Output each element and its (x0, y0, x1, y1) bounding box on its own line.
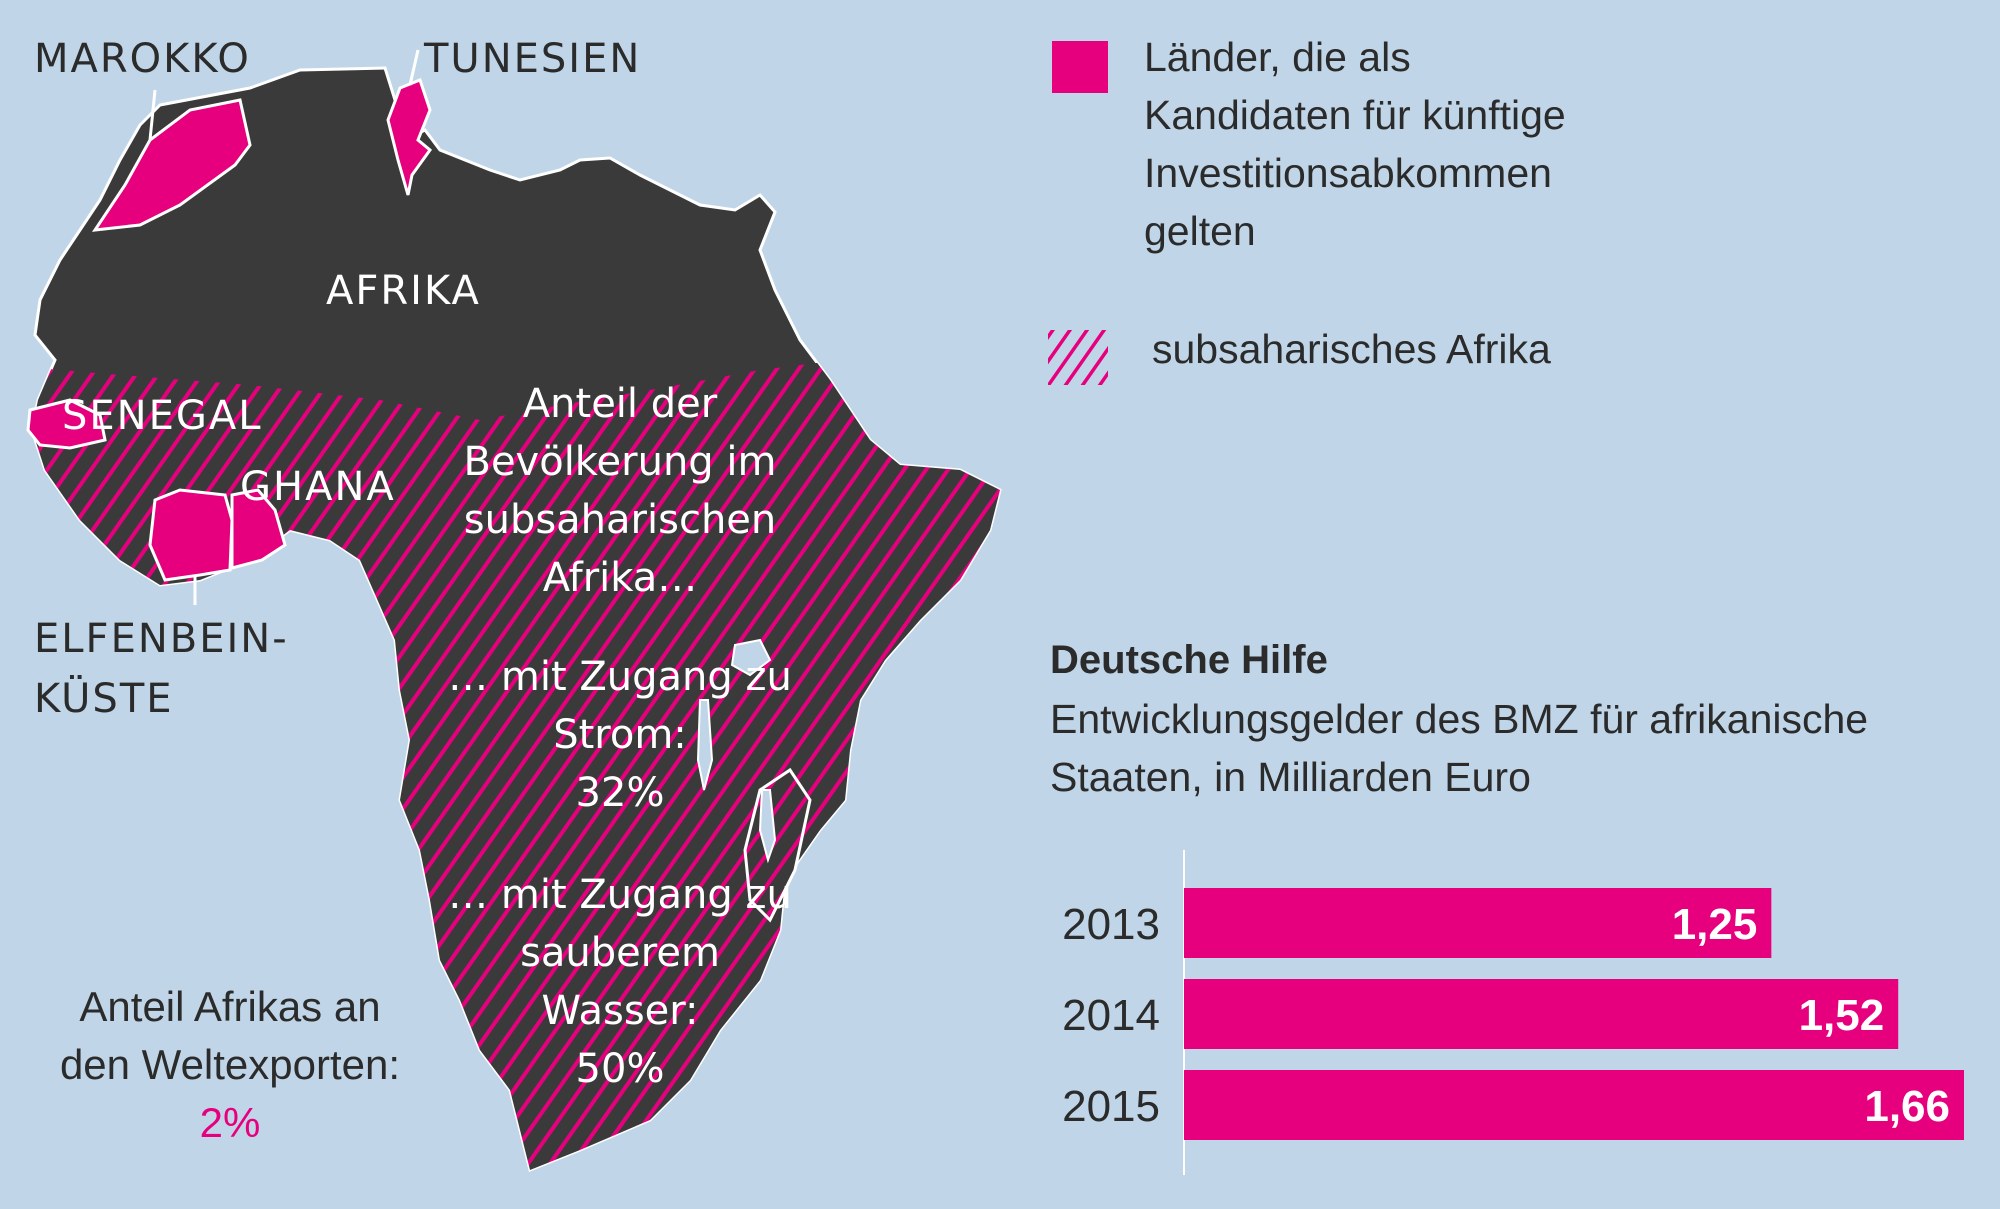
label-ghana: GHANA (240, 464, 396, 510)
bar-category-label-2015: 2015 (1062, 1082, 1160, 1131)
bar-value-label-2014: 1,52 (1799, 991, 1885, 1040)
bar-value-label-2013: 1,25 (1672, 900, 1758, 949)
legend-candidates-line4: gelten (1144, 208, 1256, 254)
lake-tanganyika (696, 699, 714, 791)
water-note-line2: sauberem (520, 930, 720, 976)
bar-2013 (1184, 888, 1772, 958)
country-tunisia (386, 78, 433, 196)
exports-note-line2: den Weltexporten: (59, 1041, 401, 1088)
exports-value: 2% (199, 1099, 261, 1146)
label-elfenbein-line1: ELFENBEIN- (34, 616, 289, 662)
label-afrika: AFRIKA (326, 268, 481, 314)
label-senegal: SENEGAL (62, 393, 263, 439)
legend-candidates-line2: Kandidaten für künftige (1144, 92, 1566, 138)
label-tunesien: TUNESIEN (424, 36, 642, 82)
water-value: 50% (575, 1046, 665, 1092)
bar-2014 (1184, 979, 1899, 1049)
electricity-note: … mit Zugang zu Strom: 32% (430, 648, 810, 822)
bar-value-label-2015: 1,66 (1864, 1082, 1950, 1131)
country-senegal (26, 398, 107, 450)
legend-candidates-swatch (1052, 41, 1108, 93)
bar-2015 (1184, 1070, 1964, 1140)
country-ghana (230, 488, 287, 570)
water-note: … mit Zugang zu sauberem Wasser: 50% (430, 866, 810, 1098)
chart-subtitle: Entwicklungsgelder des BMZ für afrikanis… (1050, 696, 1869, 800)
legend-candidates-line1: Länder, die als (1144, 34, 1411, 80)
exports-note: Anteil Afrikas an den Weltexporten: 2% (20, 978, 440, 1152)
bar-category-label-2014: 2014 (1062, 991, 1160, 1040)
bar-category-label-2013: 2013 (1062, 900, 1160, 949)
population-note-line1: Anteil der (522, 381, 718, 427)
population-note-line3: subsaharischen (463, 497, 777, 543)
population-note: Anteil der Bevölkerung im subsaharischen… (440, 375, 800, 607)
legend-candidates-line3: Investitionsabkommen (1144, 150, 1552, 196)
legend-candidates: Länder, die als Kandidaten für künftige … (1144, 28, 1566, 260)
lake-victoria (730, 638, 772, 677)
legend-subsaharan-swatch (1048, 330, 1108, 385)
electricity-value: 32% (575, 770, 665, 816)
electricity-note-line1: … mit Zugang zu (448, 654, 792, 700)
label-elfenbein-line2: KÜSTE (34, 676, 174, 722)
leader-line-marokko (148, 89, 157, 141)
water-note-line3: Wasser: (541, 988, 699, 1034)
population-note-line4: Afrika… (542, 555, 698, 601)
legend-subsaharan-label: subsaharisches Afrika (1152, 326, 1551, 372)
electricity-note-line2: Strom: (553, 712, 687, 758)
country-ivory-coast (148, 488, 234, 582)
population-note-line2: Bevölkerung im (463, 439, 777, 485)
lake-malawi (758, 789, 777, 864)
chart-title: Deutsche Hilfe (1050, 638, 1328, 682)
bar-chart: 2013 1,25 2014 1,52 2015 1,66 (1062, 850, 1964, 1175)
leader-line-tunesien (408, 49, 420, 86)
water-note-line1: … mit Zugang zu (448, 872, 792, 918)
exports-note-line1: Anteil Afrikas an (79, 983, 381, 1030)
country-morocco (91, 98, 252, 232)
label-marokko: MAROKKO (34, 36, 251, 82)
